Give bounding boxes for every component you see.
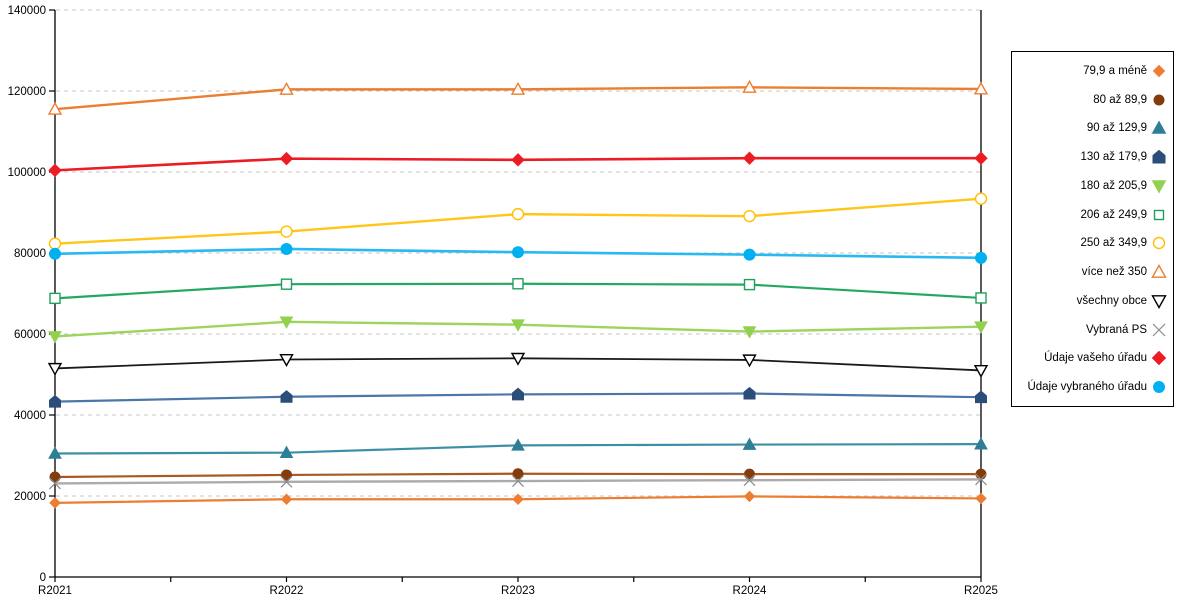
legend-item: všechny obce — [1014, 287, 1167, 315]
series-4 — [48, 316, 988, 344]
legend-item: Vybraná PS — [1014, 316, 1167, 344]
series-11 — [49, 242, 987, 264]
legend-item: Údaje vybraného úřadu — [1014, 373, 1167, 401]
legend-label: 180 až 205,9 — [1080, 179, 1147, 192]
legend-item: 180 až 205,9 — [1014, 172, 1167, 200]
x-axis-label: R2021 — [38, 585, 72, 597]
series-3 — [49, 386, 987, 408]
legend-item: 130 až 179,9 — [1014, 143, 1167, 171]
y-axis-label: 60000 — [14, 329, 46, 341]
legend-item: Údaje vašeho úřadu — [1014, 344, 1167, 372]
series-6 — [48, 192, 988, 250]
pentagon-marker-icon — [1151, 149, 1167, 165]
series-7 — [47, 79, 989, 115]
y-axis-label: 40000 — [14, 410, 46, 422]
legend-item: 250 až 349,9 — [1014, 229, 1167, 257]
diamond-marker-icon — [1151, 63, 1167, 79]
series-0 — [49, 490, 987, 509]
legend-label: 250 až 349,9 — [1080, 237, 1147, 250]
legend-label: všechny obce — [1076, 294, 1147, 307]
series-line — [54, 197, 982, 245]
legend: 79,9 a méně 80 až 89,9 90 až 129,9 130 a… — [1011, 51, 1174, 407]
legend-label: 130 až 179,9 — [1080, 151, 1147, 164]
series-10 — [48, 151, 988, 178]
legend-item: 206 až 249,9 — [1014, 201, 1167, 229]
x-axis-label: R2024 — [733, 585, 767, 597]
circle-marker-icon — [1151, 92, 1167, 108]
x-axis-label: R2025 — [964, 585, 998, 597]
triangle-up-open-marker-icon — [1151, 264, 1167, 280]
series-5 — [49, 278, 987, 305]
legend-item: 79,9 a méně — [1014, 57, 1167, 85]
x-marker-icon — [1151, 322, 1167, 338]
y-axis-label: 80000 — [14, 248, 46, 260]
gridlines — [56, 9, 981, 497]
triangle-down-marker-icon — [1151, 178, 1167, 194]
series-9 — [49, 473, 987, 490]
y-axis-label: 120000 — [8, 86, 46, 98]
legend-label: Vybraná PS — [1086, 323, 1147, 336]
x-axis-label: R2022 — [270, 585, 304, 597]
legend-label: 79,9 a méně — [1083, 64, 1147, 77]
legend-item: 80 až 89,9 — [1014, 86, 1167, 114]
x-axis-label: R2023 — [501, 585, 535, 597]
legend-label: 206 až 249,9 — [1080, 208, 1147, 221]
legend-item: více než 350 — [1014, 258, 1167, 286]
circle-marker-icon — [1151, 379, 1167, 395]
legend-item: 90 až 129,9 — [1014, 114, 1167, 142]
triangle-up-marker-icon — [1151, 120, 1167, 136]
circle-open-marker-icon — [1151, 235, 1167, 251]
y-axis-label: 140000 — [8, 5, 46, 17]
legend-label: Údaje vašeho úřadu — [1044, 352, 1147, 365]
y-axis-label: 0 — [40, 572, 46, 584]
legend-label: 90 až 129,9 — [1086, 122, 1147, 135]
series-8 — [47, 352, 989, 378]
square-open-marker-icon — [1151, 207, 1167, 223]
series-2 — [48, 437, 988, 459]
y-axis-label: 100000 — [8, 167, 46, 179]
y-axis-label: 20000 — [14, 491, 46, 503]
diamond-marker-icon — [1151, 350, 1167, 366]
legend-label: Údaje vybraného úřadu — [1027, 381, 1147, 394]
legend-label: více než 350 — [1081, 266, 1147, 279]
triangle-down-open-marker-icon — [1151, 293, 1167, 309]
axes: 0 20000 40000 60000 80000 100000 120000 140000 R… — [8, 5, 998, 597]
legend-label: 80 až 89,9 — [1093, 93, 1147, 106]
